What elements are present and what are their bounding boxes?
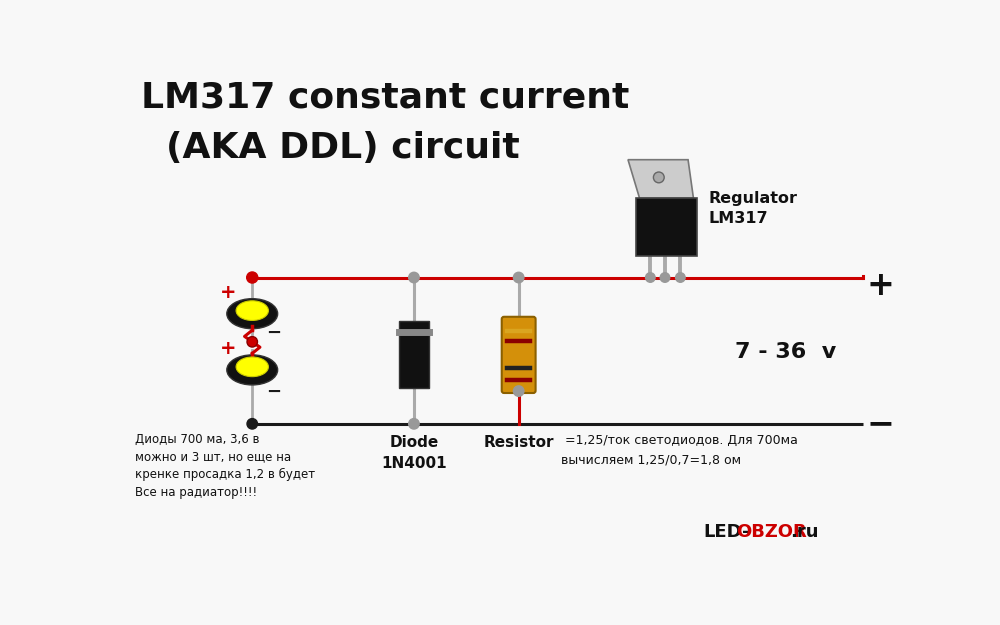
Text: LM317 constant current: LM317 constant current <box>141 81 630 114</box>
Circle shape <box>409 419 419 429</box>
Ellipse shape <box>236 301 268 321</box>
Text: −: − <box>266 382 281 401</box>
Text: .ru: .ru <box>790 522 818 541</box>
Text: вычисляем 1,25/0,7=1,8 ом: вычисляем 1,25/0,7=1,8 ом <box>561 453 741 466</box>
Circle shape <box>660 272 670 282</box>
Text: −: − <box>266 324 281 342</box>
Circle shape <box>409 272 419 282</box>
Bar <box>636 198 697 256</box>
Text: =1,25/ток светодиодов. Для 700ма: =1,25/ток светодиодов. Для 700ма <box>561 434 798 447</box>
Polygon shape <box>628 160 693 198</box>
Text: +: + <box>220 339 236 358</box>
FancyBboxPatch shape <box>502 317 536 393</box>
Circle shape <box>513 272 524 282</box>
Text: +: + <box>867 269 895 302</box>
Text: Regulator: Regulator <box>709 191 798 206</box>
Text: (AKA DDL) circuit: (AKA DDL) circuit <box>166 131 520 165</box>
Circle shape <box>513 386 524 396</box>
Circle shape <box>653 172 664 182</box>
Circle shape <box>247 337 257 347</box>
Circle shape <box>676 272 685 282</box>
Circle shape <box>247 419 257 429</box>
Circle shape <box>247 272 258 283</box>
Text: Диоды 700 ма, 3,6 в
можно и 3 шт, но еще на
кренке просадка 1,2 в будет
Все на р: Диоды 700 ма, 3,6 в можно и 3 шт, но еще… <box>135 433 315 499</box>
Text: OBZOR: OBZOR <box>737 522 807 541</box>
Ellipse shape <box>236 357 268 377</box>
Ellipse shape <box>227 355 278 385</box>
Text: 1N4001: 1N4001 <box>381 456 447 471</box>
Text: 7 - 36  v: 7 - 36 v <box>735 342 836 362</box>
Text: Diode: Diode <box>389 436 439 451</box>
Text: +: + <box>220 282 236 302</box>
Text: LM317: LM317 <box>709 211 768 226</box>
Text: Resistor: Resistor <box>483 436 554 451</box>
Circle shape <box>646 272 655 282</box>
Bar <box>399 321 429 388</box>
Text: LED-: LED- <box>703 522 750 541</box>
Text: −: − <box>867 408 895 440</box>
Ellipse shape <box>227 299 278 329</box>
